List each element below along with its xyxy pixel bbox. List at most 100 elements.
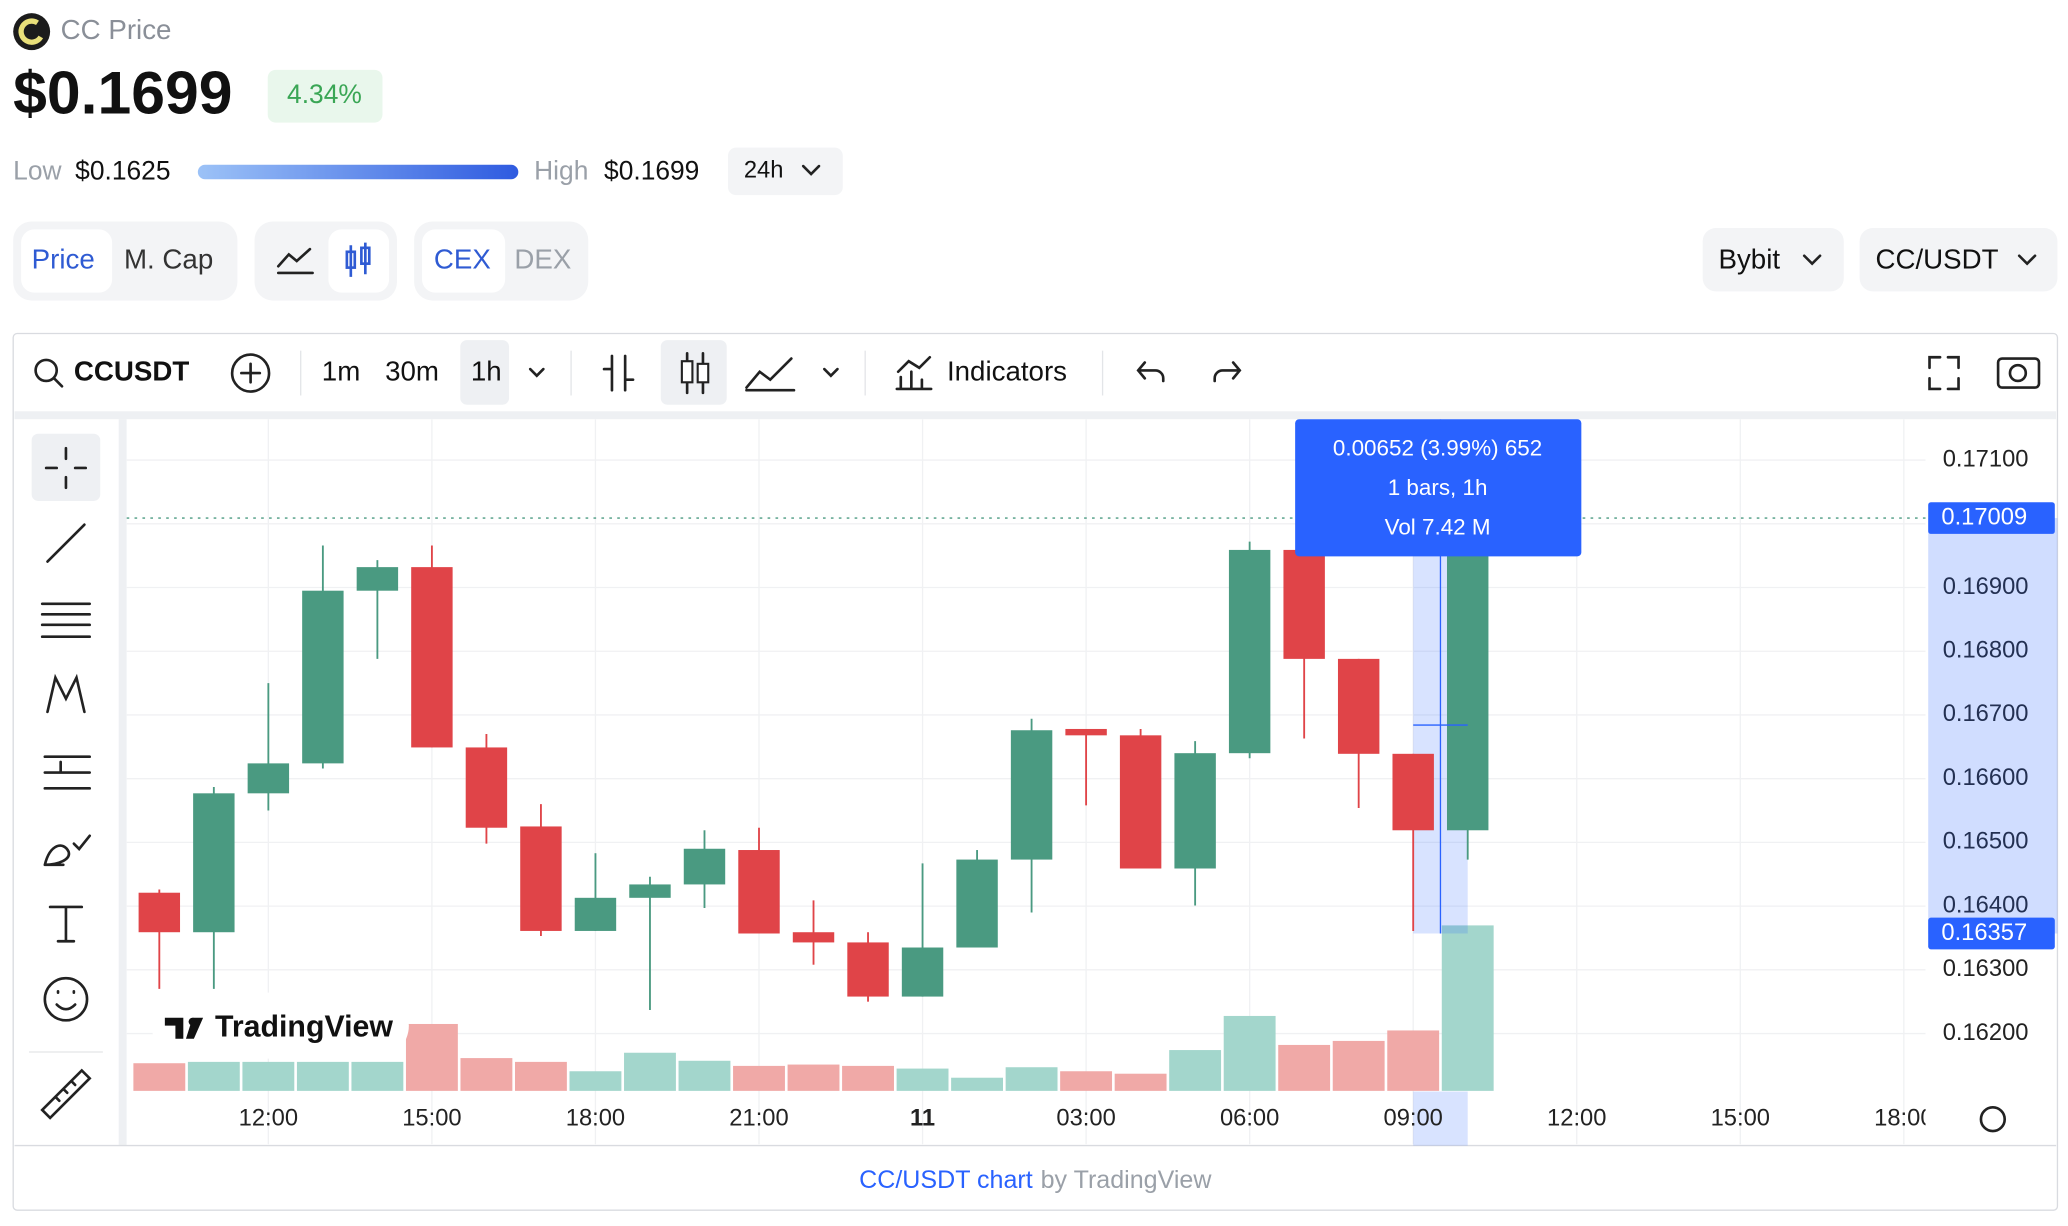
tab[interactable]: CEX xyxy=(434,243,491,274)
candle-body xyxy=(411,567,453,748)
footer: CC/USDT chart by TradingView xyxy=(859,1166,1212,1194)
candle-icon xyxy=(345,250,357,269)
sidebar-divider xyxy=(118,419,127,1146)
volume-bar xyxy=(296,1061,349,1091)
y-tick-label: 0.16700 xyxy=(1943,701,2029,727)
interval[interactable]: 30m xyxy=(385,355,439,386)
volume-bar xyxy=(242,1061,295,1091)
chevron xyxy=(1802,254,1822,266)
interval-active[interactable] xyxy=(460,340,510,405)
volume-bar xyxy=(1060,1071,1113,1091)
x-tick-label: 18:00 xyxy=(566,1105,625,1131)
exchange-dropdown[interactable] xyxy=(1702,228,1844,292)
y-tick-label: 0.17100 xyxy=(1943,446,2029,472)
undo-button[interactable] xyxy=(1136,361,1165,383)
chevron[interactable] xyxy=(822,367,839,378)
watermark-pill xyxy=(151,992,409,1059)
pattern-tool[interactable] xyxy=(46,673,86,714)
y-tick-label: 0.16300 xyxy=(1943,956,2029,982)
footer-link[interactable]: CC/USDT chart xyxy=(859,1166,1033,1194)
tab[interactable]: DEX xyxy=(514,243,571,274)
fib-tool[interactable] xyxy=(40,602,92,639)
y-tick-label: 0.16600 xyxy=(1943,765,2029,791)
price-label: 0.16357 xyxy=(1941,920,2027,946)
volume-bar xyxy=(1169,1050,1222,1091)
scale-range xyxy=(1928,518,2058,934)
candle-body xyxy=(1010,730,1053,860)
symbol[interactable]: CCUSDT xyxy=(74,355,189,386)
text-tool[interactable] xyxy=(48,905,84,943)
watermark: TradingView xyxy=(215,1010,393,1043)
x-tick-label: 11 xyxy=(910,1105,935,1131)
settings-button[interactable] xyxy=(1979,1106,2007,1133)
pair-dropdown[interactable] xyxy=(1859,228,2058,292)
volume-bar xyxy=(733,1065,785,1091)
line-chart-icon[interactable] xyxy=(276,247,314,275)
low-label: Low xyxy=(13,156,62,186)
volume-bar xyxy=(569,1071,622,1091)
candle-body xyxy=(247,763,290,794)
change-badge xyxy=(267,69,383,123)
projection-tool[interactable] xyxy=(43,755,92,790)
x-tick-label: 12:00 xyxy=(239,1105,298,1131)
tab-active[interactable] xyxy=(21,229,113,293)
candle-body xyxy=(1392,753,1434,831)
candle-body xyxy=(629,884,671,898)
footer-by: by TradingView xyxy=(1041,1166,1213,1194)
volume-bar xyxy=(1387,1030,1440,1091)
bars-icon[interactable] xyxy=(602,354,635,392)
exchange: Bybit xyxy=(1718,243,1780,274)
trendline-tool[interactable] xyxy=(46,523,86,563)
tab-active[interactable] xyxy=(328,229,390,293)
candle-body xyxy=(1337,658,1380,754)
pair: CC/USDT xyxy=(1875,243,1998,274)
fullscreen-button[interactable] xyxy=(1928,355,1960,391)
ruler-tool[interactable] xyxy=(40,1068,92,1120)
indicators-button[interactable]: Indicators xyxy=(947,355,1067,386)
interval[interactable]: 1h xyxy=(471,355,502,386)
area-icon[interactable] xyxy=(745,357,796,392)
volume-bar xyxy=(1278,1044,1331,1091)
compare-button[interactable] xyxy=(230,353,271,393)
chevron[interactable] xyxy=(528,367,545,378)
candle-body xyxy=(901,947,944,997)
brush-tool[interactable] xyxy=(43,834,92,867)
indicators-icon[interactable] xyxy=(895,355,933,391)
y-tick-label: 0.16500 xyxy=(1943,829,2029,855)
x-axis: 12:00 15:00 18:00 21:00 11 03:00 06:00 09:00 12:… xyxy=(239,1105,1926,1131)
candle-body xyxy=(1065,728,1107,736)
candle-body xyxy=(465,747,508,828)
tool-active[interactable] xyxy=(31,433,101,501)
tab-active[interactable] xyxy=(422,229,506,293)
interval[interactable]: 1m xyxy=(322,355,360,386)
price-label-box xyxy=(1928,917,2055,950)
tab[interactable]: M. Cap xyxy=(124,243,213,274)
screenshot-button[interactable] xyxy=(1996,357,2041,389)
search-icon[interactable] xyxy=(34,358,59,383)
price-value: $0.1699 xyxy=(13,59,232,127)
period-label: 24h xyxy=(744,158,784,184)
high-value: $0.1699 xyxy=(604,156,699,186)
x-tick-label: 21:00 xyxy=(729,1105,788,1131)
overlay: 0.171000.170000.169000.168000.167000.166… xyxy=(1295,419,2058,1046)
volume-bar xyxy=(1114,1073,1167,1091)
emoji-tool[interactable] xyxy=(43,976,89,1022)
period-dropdown[interactable] xyxy=(728,147,843,196)
candle-body xyxy=(1119,735,1162,869)
volume-bar xyxy=(1332,1040,1385,1091)
volume-bar xyxy=(678,1060,731,1091)
compare-button xyxy=(240,362,262,384)
volume-bar xyxy=(187,1061,240,1091)
tab[interactable]: Price xyxy=(32,243,95,274)
candle-body xyxy=(1228,549,1271,754)
volume-bar xyxy=(1005,1067,1058,1091)
candle-body xyxy=(302,590,344,764)
candle-body xyxy=(1174,753,1216,869)
volume-bar xyxy=(624,1052,676,1091)
coin-logo-mark xyxy=(18,18,45,45)
candles-active[interactable] xyxy=(660,340,727,405)
volume-bar xyxy=(1223,1015,1276,1091)
redo-button[interactable] xyxy=(1213,361,1242,383)
volume-bar xyxy=(951,1077,1004,1091)
candles-icon xyxy=(696,362,710,384)
